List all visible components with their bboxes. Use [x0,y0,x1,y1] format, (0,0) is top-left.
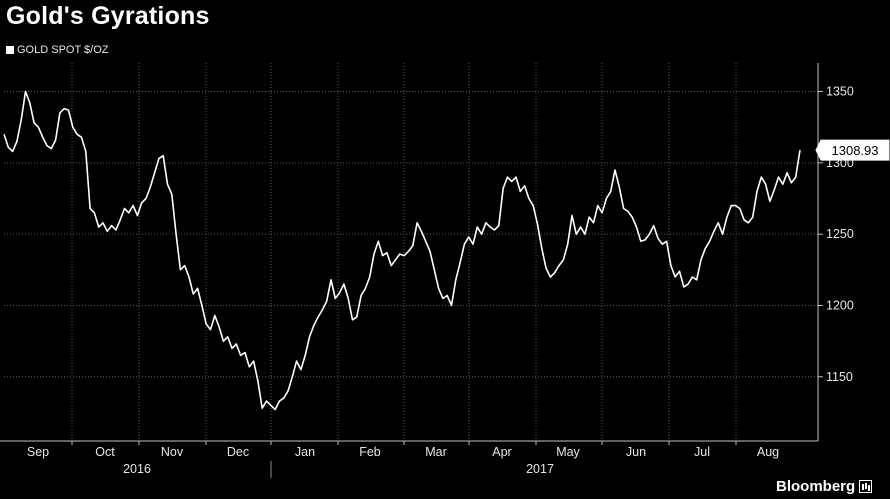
x-tick-label: Jun [626,445,646,459]
x-tick-label: Aug [757,445,779,459]
y-tick-label: 1150 [826,370,853,384]
x-tick-label: Dec [227,445,249,459]
x-tick-label: Jan [295,445,315,459]
chart-title: Gold's Gyrations [6,2,210,30]
x-tick-label: May [556,445,580,459]
series-line-gold-spot [3,90,801,411]
last-value-label: 1308.93 [832,143,879,158]
x-tick-label: Apr [492,445,511,459]
y-tick-label: 1350 [826,85,854,99]
year-label: 2016 [123,462,151,476]
last-value-box [815,139,890,161]
x-tick-label: Feb [359,445,381,459]
year-label: 2017 [526,462,554,476]
x-tick-label: Sep [27,445,49,459]
legend-swatch [6,46,14,54]
bloomberg-icon [859,480,873,493]
x-tick-label: Nov [161,445,184,459]
brand-logo: Bloomberg [776,478,873,495]
brand-name: Bloomberg [776,478,856,495]
x-tick-label: Oct [95,445,115,459]
x-tick-label: Jul [694,445,710,459]
x-tick-label: Mar [425,445,447,459]
y-tick-label: 1250 [826,227,854,241]
legend: GOLD SPOT $/OZ [6,44,109,56]
legend-label: GOLD SPOT $/OZ [17,44,109,56]
y-tick-label: 1200 [826,298,854,312]
